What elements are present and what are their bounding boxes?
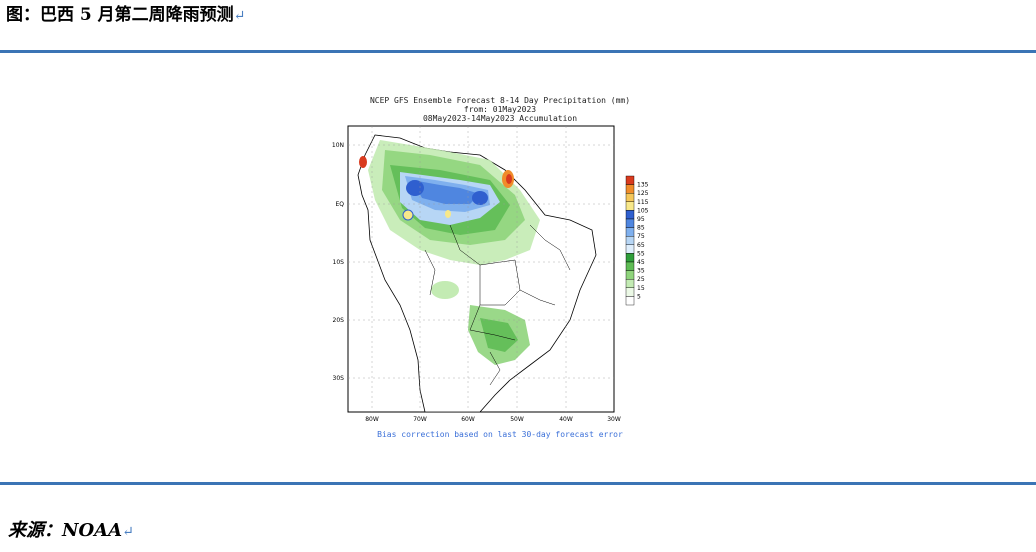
legend-label: 115 [637, 199, 649, 206]
precip-zone-center [431, 281, 459, 299]
figure-title: 图：巴西 5 月第二周降雨预测↵ [6, 0, 245, 25]
map-title-line-3: 08May2023-14May2023 Accumulation [422, 114, 578, 123]
legend-label: 35 [637, 268, 645, 275]
legend-swatch [625, 218, 635, 228]
lon-label-80w: 80W [365, 416, 379, 423]
lon-label-40w: 40W [559, 416, 573, 423]
legend-swatch [625, 235, 635, 245]
precipitation-map-panel: NCEP GFS Ensemble Forecast 8-14 Day Prec… [330, 90, 670, 445]
lat-label-20s: 20S [333, 317, 345, 324]
precip-cell-135mm-west [359, 156, 367, 168]
precip-cell-95mm-east [472, 191, 488, 205]
map-title-line-1: NCEP GFS Ensemble Forecast 8-14 Day Prec… [369, 96, 631, 105]
precip-cell-135mm [506, 174, 512, 184]
legend-label: 95 [637, 216, 645, 223]
return-mark-icon: ↵ [122, 524, 134, 540]
legend-label: 125 [637, 190, 649, 197]
precip-zone-southeast-core [480, 318, 518, 352]
legend-swatch [625, 244, 635, 254]
precipitation-fields [348, 126, 614, 412]
legend-label: 25 [637, 276, 645, 283]
legend-swatch [625, 261, 635, 271]
legend-swatch [625, 184, 635, 194]
legend-swatch [625, 227, 635, 237]
bias-correction-note: Bias correction based on last 30-day for… [377, 430, 623, 439]
lat-label-30s: 30S [333, 375, 345, 382]
figure-title-text: 图：巴西 5 月第二周降雨预测 [6, 5, 234, 25]
legend-label: 135 [637, 182, 649, 189]
graticule [348, 126, 614, 412]
legend-swatch [625, 192, 635, 202]
precip-cell-105mm-west [402, 209, 414, 221]
legend-swatch [625, 278, 635, 288]
legend-label: 105 [637, 207, 649, 214]
legend-label: 45 [637, 259, 645, 266]
legend-swatch [625, 296, 635, 306]
legend-swatch [625, 201, 635, 211]
state-boundaries [424, 224, 571, 386]
lon-label-50w: 50W [510, 416, 524, 423]
legend-label: 5 [637, 293, 641, 300]
legend-swatch [625, 175, 635, 185]
return-mark-icon: ↵ [233, 8, 246, 24]
precip-cell-95mm [406, 180, 424, 196]
lat-label-10s: 10S [333, 259, 345, 266]
figure-source: 来源：NOAA↵ [8, 516, 134, 542]
bottom-divider [0, 482, 1036, 485]
map-title-line-2: from: 01May2023 [463, 105, 537, 114]
lon-label-30w: 30W [607, 416, 621, 423]
lat-label-10n: 10N [332, 142, 344, 149]
precipitation-map: 10N EQ 10S 20S 30S 80W 70W 60W 50W 40W 3… [332, 125, 649, 423]
figure-source-text: 来源：NOAA [8, 520, 123, 541]
legend-label: 55 [637, 250, 645, 257]
legend-label: 15 [637, 285, 645, 292]
legend-label: 85 [637, 225, 645, 232]
legend-label: 65 [637, 242, 645, 249]
legend-swatch [625, 287, 635, 297]
lat-label-eq: EQ [335, 201, 344, 208]
precip-cell-105mm [445, 210, 451, 218]
precip-zone-85mm [412, 180, 480, 204]
lon-label-70w: 70W [413, 416, 427, 423]
legend-label: 75 [637, 233, 645, 240]
legend-swatch [625, 253, 635, 263]
lon-label-60w: 60W [461, 416, 475, 423]
legend-swatch [625, 270, 635, 280]
legend-swatch [625, 210, 635, 220]
top-divider [0, 50, 1036, 53]
